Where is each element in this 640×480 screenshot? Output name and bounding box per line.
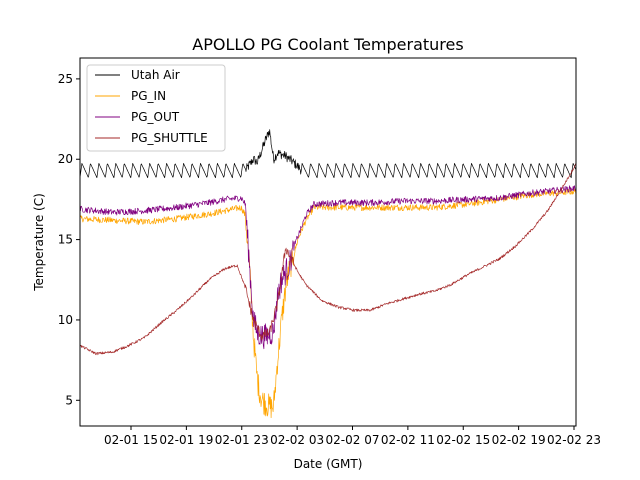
x-tick-label: 02-02 11 [381,433,435,447]
y-axis-label: Temperature (C) [32,193,46,292]
y-tick-label: 5 [65,393,73,407]
legend-label: PG_IN [131,89,166,103]
x-tick-label: 02-01 19 [159,433,213,447]
x-tick-label: 02-02 19 [492,433,546,447]
axes-border [79,57,577,427]
y-tick-label: 25 [58,72,73,86]
x-tick-label: 02-02 15 [436,433,490,447]
legend-label: PG_SHUTTLE [131,131,208,145]
x-tick-label: 02-02 07 [326,433,380,447]
series-line-pg-out [80,185,576,350]
series-layer [80,129,576,419]
series-line-utah-air [80,129,576,179]
y-tick-label: 15 [58,233,73,247]
x-axis-label: Date (GMT) [294,457,363,471]
x-axis-ticks: 02-01 15 02-01 19 02-01 23 02-02 03 02-02 07… [104,426,601,447]
legend: Utah Air PG_IN PG_OUT PG_SHUTTLE [86,64,226,152]
legend-label: PG_OUT [131,110,180,124]
x-tick-label: 02-01 15 [104,433,158,447]
x-tick-label: 02-02 23 [547,433,601,447]
legend-box [86,64,226,152]
y-axis-ticks: 5 10 15 20 25 [58,72,80,407]
y-tick-label: 10 [58,313,73,327]
y-tick-label: 20 [58,152,73,166]
chart-title: APOLLO PG Coolant Temperatures [192,35,463,54]
series-line-pg-shuttle [80,163,576,356]
x-tick-label: 02-02 03 [270,433,324,447]
x-tick-label: 02-01 23 [215,433,269,447]
legend-label: Utah Air [131,68,180,82]
